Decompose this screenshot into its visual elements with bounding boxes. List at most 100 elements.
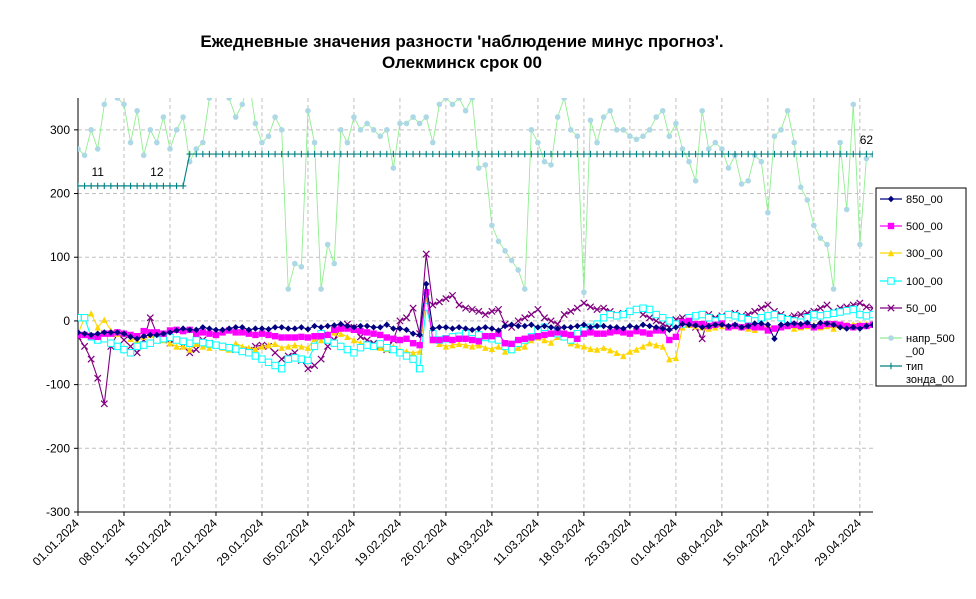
data-point [672,324,680,331]
data-point [593,322,601,330]
data-point [192,345,200,354]
data-point [94,374,102,382]
data-point [659,107,666,114]
data-point [515,267,522,273]
data-point [415,364,424,373]
data-point [252,325,259,332]
data-point [613,312,621,320]
data-point [199,324,207,331]
data-point [80,342,89,351]
data-point [390,165,397,171]
data-point [482,324,489,331]
data-point [620,325,627,332]
data-point [725,150,732,158]
data-point [770,310,779,319]
data-point [173,327,180,334]
data-point [114,98,121,101]
data-point [764,301,772,309]
data-point [528,321,535,328]
data-point [600,150,607,158]
data-point [462,150,469,158]
data-point [343,345,352,354]
data-point [502,248,508,254]
data-point [685,321,693,328]
data-point [593,150,601,158]
data-point [521,150,528,158]
data-point [147,127,154,133]
legend-label: 850_00 [906,194,943,206]
data-point [626,330,634,337]
data-point [843,206,850,213]
data-point [133,342,141,351]
data-point [850,101,857,108]
data-point [560,310,568,319]
data-point [508,321,515,328]
data-point [291,325,299,332]
data-point [101,316,108,323]
data-point [231,345,240,353]
data-point [265,133,272,140]
data-point [869,304,873,312]
data-point [514,317,522,325]
data-point [593,346,601,353]
data-point [219,326,226,334]
data-point [639,329,647,336]
data-point [462,341,469,349]
data-point [482,333,489,340]
data-point [567,331,574,339]
data-point [560,330,568,337]
annotation-label: 12 [150,165,164,179]
data-point [232,329,239,336]
data-point [324,150,331,158]
data-point [554,325,561,332]
legend-label: зонда_00 [906,374,954,386]
data-point [455,150,463,158]
data-point [863,155,870,162]
data-point [146,339,154,347]
data-point [639,150,647,158]
data-point [390,325,397,332]
data-point [620,127,627,133]
legend-label: 50_00 [906,303,937,315]
data-point [127,333,134,341]
data-point [285,325,292,332]
data-point [449,341,456,349]
data-point [619,310,628,319]
data-point [192,336,200,344]
data-point [758,320,765,327]
data-point [606,150,614,158]
data-point [869,321,873,328]
data-point [725,322,732,330]
data-point [639,310,647,319]
data-point [626,348,634,355]
data-point [107,339,115,347]
data-point [337,150,345,158]
data-point [849,305,857,314]
data-point [317,336,325,344]
data-point [436,150,443,158]
data-point [179,325,187,332]
data-point [482,150,489,158]
data-point [830,321,837,328]
data-point [646,150,653,158]
data-point [607,107,613,114]
data-point [765,209,771,216]
data-point [587,329,594,336]
data-point [599,314,608,322]
y-tick-label: -300 [46,505,70,519]
y-tick-label: 0 [63,314,70,328]
data-point [199,329,207,336]
data-point [147,331,154,339]
data-point [652,324,660,331]
data-point [488,333,496,340]
data-point [869,150,873,158]
data-point [811,222,817,229]
data-point [114,182,121,190]
data-point [357,327,364,335]
data-point [212,341,220,349]
data-point [304,365,312,373]
data-point [78,331,82,339]
data-point [862,312,871,320]
data-point [443,98,449,101]
data-point [416,341,423,349]
